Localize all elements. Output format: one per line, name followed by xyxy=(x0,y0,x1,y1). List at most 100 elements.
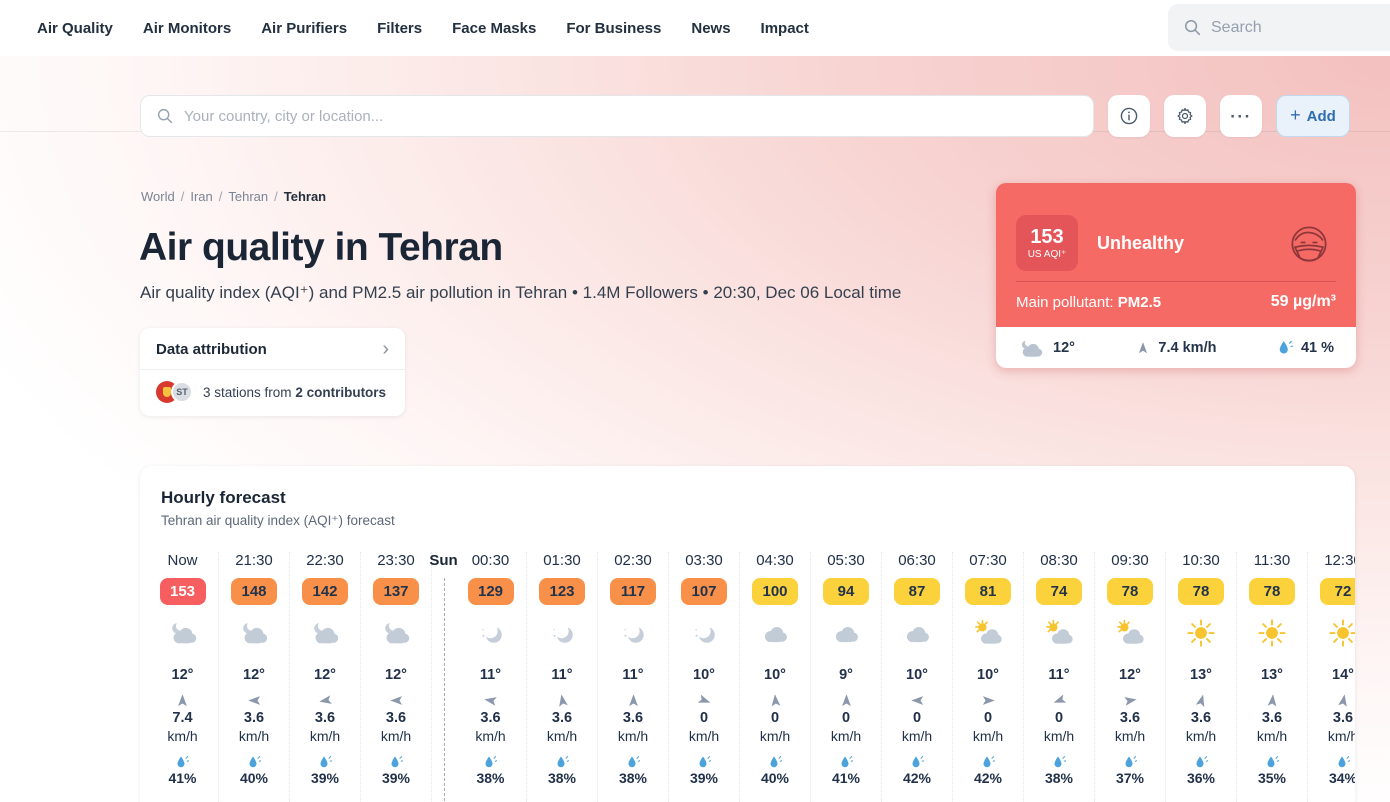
humidity-icon xyxy=(1337,754,1350,769)
wind-speed: 3.6 xyxy=(551,710,573,726)
info-button[interactable] xyxy=(1108,95,1150,137)
weather-icon xyxy=(1186,617,1216,649)
breadcrumb-link[interactable]: Tehran xyxy=(228,189,269,204)
nav-item[interactable]: Air Quality xyxy=(37,19,113,37)
humidity-icon xyxy=(769,754,782,769)
wind-direction-icon xyxy=(1123,693,1138,708)
more-options-button[interactable]: ··· xyxy=(1220,95,1262,137)
data-attribution-card[interactable]: Data attribution › ST 3 stations from 2 … xyxy=(140,328,405,416)
humidity-icon xyxy=(556,754,569,769)
search-icon xyxy=(157,108,173,124)
wind-speed: 3.6 xyxy=(1261,710,1283,726)
nav-item[interactable]: News xyxy=(691,19,731,37)
temperature: 12° xyxy=(171,667,194,683)
location-search-input[interactable]: Your country, city or location... xyxy=(140,95,1094,137)
temperature: 11° xyxy=(1048,667,1070,683)
header-search-box[interactable]: Search xyxy=(1168,4,1390,51)
breadcrumb-link[interactable]: Iran xyxy=(190,189,213,204)
weather-icon xyxy=(547,617,577,649)
forecast-column: 21:30 148 12° 3.6 km/h 40% xyxy=(218,552,289,802)
chevron-right-icon: › xyxy=(382,337,389,360)
wind-unit: km/h xyxy=(380,728,412,744)
humidity: 34% xyxy=(1328,770,1355,786)
wind-direction-icon xyxy=(768,693,783,708)
search-icon xyxy=(1184,19,1201,36)
wind-speed: 3.6 xyxy=(622,710,644,726)
humidity-icon xyxy=(982,754,995,769)
weather-icon xyxy=(618,617,648,649)
location-search-placeholder: Your country, city or location... xyxy=(184,107,384,125)
forecast-time: 21:30 xyxy=(235,552,273,569)
humidity: 40% xyxy=(239,770,269,786)
forecast-time: 02:30 xyxy=(614,552,652,569)
settings-button[interactable] xyxy=(1164,95,1206,137)
humidity-readout: 41 % xyxy=(1278,340,1334,356)
humidity: 42% xyxy=(973,770,1003,786)
wind-unit: km/h xyxy=(1185,728,1217,744)
temperature: 12° xyxy=(1119,667,1141,683)
forecast-column: 05:30 94 9° 0 km/h 41% xyxy=(810,552,881,802)
wind-direction-icon xyxy=(555,693,570,708)
humidity: 35% xyxy=(1257,770,1287,786)
aqi-chip: 78 xyxy=(1178,578,1224,605)
main-nav: Air Quality Air Monitors Air Purifiers Filt… xyxy=(0,20,809,37)
wind-speed: 3.6 xyxy=(1119,710,1141,726)
humidity: 39% xyxy=(310,770,340,786)
forecast-time: 23:30 xyxy=(377,552,415,569)
ellipsis-icon: ··· xyxy=(1230,106,1252,126)
aqi-chip: 78 xyxy=(1107,578,1153,605)
top-navigation-bar: Air Quality Air Monitors Air Purifiers Filt… xyxy=(0,0,1390,56)
wind-direction-icon xyxy=(175,693,190,708)
forecast-table[interactable]: Now 153 12° 7.4 km/h 41% 21:30 148 12° 3… xyxy=(140,552,1355,802)
humidity: 42% xyxy=(902,770,932,786)
wind-direction-icon xyxy=(839,693,854,708)
nav-item[interactable]: Air Purifiers xyxy=(261,19,348,37)
page-title: Air quality in Tehran xyxy=(139,226,503,269)
wind-unit: km/h xyxy=(238,728,270,744)
wind-unit: km/h xyxy=(475,728,506,744)
wind-direction-icon xyxy=(1052,693,1067,708)
humidity-icon xyxy=(1124,754,1137,769)
aqi-chip: 137 xyxy=(373,578,419,605)
wind-unit: km/h xyxy=(1114,728,1146,744)
forecast-column: 00:30 129 11° 3.6 km/h 38% xyxy=(455,552,526,802)
humidity: 38% xyxy=(1044,770,1074,786)
humidity-icon xyxy=(319,754,332,769)
weather-icon xyxy=(167,617,199,649)
wind-unit: km/h xyxy=(167,728,198,744)
temperature: 14° xyxy=(1332,667,1354,683)
temperature: 13° xyxy=(1261,667,1283,683)
humidity-icon xyxy=(627,754,640,769)
nav-item[interactable]: Filters xyxy=(377,19,423,37)
wind-direction-icon xyxy=(1336,693,1351,708)
weather-icon xyxy=(831,617,861,649)
contributor-logo xyxy=(163,387,171,397)
nav-item[interactable]: Impact xyxy=(760,19,809,37)
wind-direction-icon xyxy=(318,693,333,708)
breadcrumb-current: Tehran xyxy=(283,189,327,204)
pollutant-concentration: 59 µg/m³ xyxy=(1270,293,1336,310)
humidity-icon xyxy=(1053,754,1066,769)
breadcrumb-link[interactable]: World xyxy=(141,189,175,204)
wind-speed: 7.4 xyxy=(172,710,193,726)
nav-item[interactable]: Face Masks xyxy=(452,19,537,37)
aqi-chip: 107 xyxy=(681,578,727,605)
forecast-column: 11:30 78 13° 3.6 km/h 35% xyxy=(1236,552,1307,802)
forecast-column: 08:30 74 11° 0 km/h 38% xyxy=(1023,552,1094,802)
temperature: 10° xyxy=(906,667,928,683)
humidity-icon xyxy=(911,754,924,769)
divider xyxy=(140,369,405,370)
aqi-chip: 153 xyxy=(159,578,206,605)
forecast-time: 07:30 xyxy=(969,552,1007,569)
add-location-button[interactable]: + Add xyxy=(1276,95,1350,137)
header-search-placeholder: Search xyxy=(1211,18,1262,36)
forecast-time: 10:30 xyxy=(1182,552,1220,569)
forecast-time: 06:30 xyxy=(898,552,936,569)
nav-item[interactable]: Air Monitors xyxy=(142,19,232,37)
nav-item[interactable]: For Business xyxy=(566,19,662,37)
weather-icon xyxy=(689,617,719,649)
aqi-value: 153 xyxy=(1030,226,1064,248)
add-button-label: Add xyxy=(1306,107,1336,125)
wind-unit: km/h xyxy=(1043,728,1075,744)
temperature: 10° xyxy=(977,667,999,683)
